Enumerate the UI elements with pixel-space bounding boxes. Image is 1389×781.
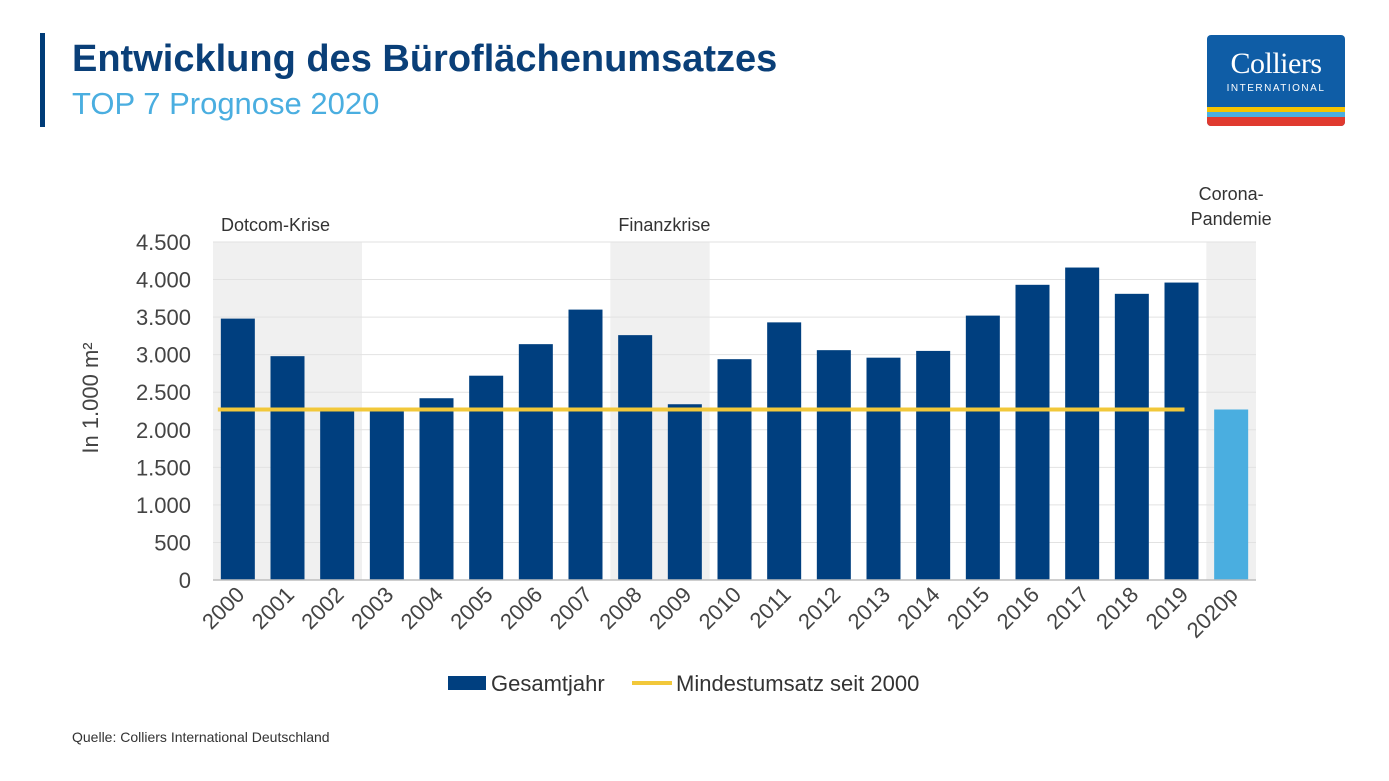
x-tick-label: 2004 — [396, 582, 448, 634]
x-tick-label: 2000 — [197, 582, 249, 634]
bar — [1015, 284, 1050, 580]
x-tick-label: 2011 — [745, 582, 796, 633]
x-tick-label: 2020p — [1182, 582, 1243, 643]
bar — [568, 309, 603, 580]
x-tick-label: 2015 — [942, 582, 994, 634]
x-tick-label: 2010 — [694, 582, 746, 634]
bar — [1114, 293, 1149, 580]
y-tick-label: 3.000 — [136, 343, 191, 368]
x-tick-label: 2012 — [793, 582, 845, 634]
bar — [270, 356, 305, 580]
bar — [369, 409, 404, 580]
bar — [667, 404, 702, 580]
x-tick-label: 2018 — [1091, 582, 1143, 634]
y-tick-label: 2.000 — [136, 418, 191, 443]
y-axis-label: In 1.000 m² — [78, 342, 103, 453]
bar — [1065, 267, 1100, 580]
logo-stripe-yellow — [1207, 107, 1345, 112]
x-tick-label: 2017 — [1041, 582, 1093, 634]
annotation-label: Pandemie — [1191, 209, 1272, 229]
bar — [916, 350, 951, 580]
annotation-label: Dotcom-Krise — [221, 215, 330, 235]
source-note: Quelle: Colliers International Deutschla… — [72, 729, 330, 745]
bar — [866, 357, 901, 580]
bar — [717, 359, 752, 580]
x-tick-label: 2003 — [346, 582, 398, 634]
x-tick-label: 2008 — [594, 582, 646, 634]
page-subtitle: TOP 7 Prognose 2020 — [72, 86, 380, 121]
bar — [419, 398, 454, 580]
title-accent-bar — [40, 33, 45, 127]
bar — [767, 322, 802, 580]
annotation-label: Finanzkrise — [618, 215, 710, 235]
y-tick-label: 500 — [154, 530, 191, 555]
logo-subtitle: INTERNATIONAL — [1226, 83, 1326, 94]
x-tick-label: 2006 — [495, 582, 547, 634]
bar — [518, 344, 553, 580]
bar — [618, 335, 653, 580]
y-tick-label: 0 — [179, 568, 191, 593]
x-tick-label: 2014 — [892, 582, 944, 634]
bar — [1214, 409, 1249, 580]
legend-label-line: Mindestumsatz seit 2000 — [676, 671, 919, 696]
bar — [220, 318, 255, 580]
bar — [469, 375, 504, 580]
y-tick-label: 1.500 — [136, 455, 191, 480]
x-tick-label: 2005 — [445, 582, 497, 634]
logo-stripe-red — [1207, 117, 1345, 126]
bar — [965, 315, 1000, 580]
y-tick-label: 2.500 — [136, 380, 191, 405]
y-tick-label: 1.000 — [136, 493, 191, 518]
logo-stripe-blue — [1207, 112, 1345, 117]
page-title: Entwicklung des Büroflächenumsatzes — [72, 38, 778, 80]
annotation-label: Corona- — [1199, 184, 1264, 204]
x-tick-label: 2013 — [843, 582, 895, 634]
y-tick-label: 4.500 — [136, 230, 191, 255]
legend-label-bar: Gesamtjahr — [491, 671, 605, 696]
bar — [1164, 282, 1199, 580]
x-tick-label: 2016 — [992, 582, 1044, 634]
x-tick-label: 2002 — [296, 582, 348, 634]
y-tick-label: 3.500 — [136, 305, 191, 330]
colliers-logo: Colliers INTERNATIONAL — [1207, 35, 1345, 126]
x-tick-label: 2001 — [247, 582, 299, 634]
bar — [816, 350, 851, 580]
x-tick-label: 2007 — [545, 582, 597, 634]
x-tick-label: 2009 — [644, 582, 696, 634]
legend-swatch-bar — [448, 676, 486, 690]
bar — [320, 409, 355, 580]
y-tick-label: 4.000 — [136, 268, 191, 293]
logo-wordmark: Colliers — [1230, 47, 1323, 80]
